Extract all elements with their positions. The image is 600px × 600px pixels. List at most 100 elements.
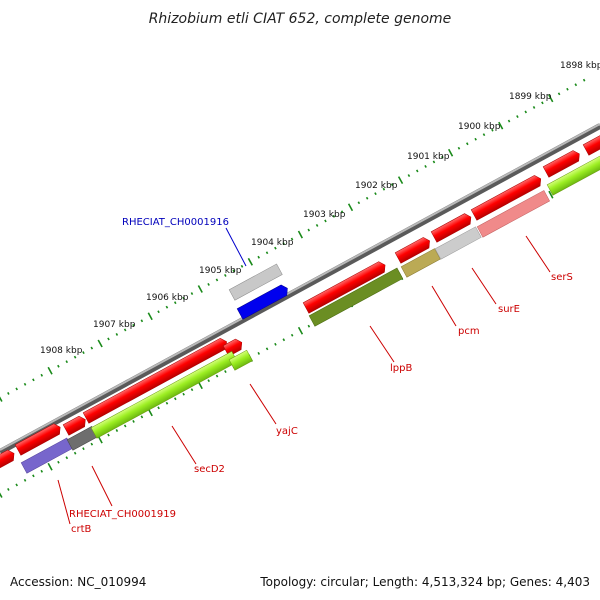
lppb-forward-arrow[interactable] bbox=[302, 260, 388, 314]
ruler-tick bbox=[224, 370, 227, 373]
label-rheciat-1916[interactable]: RHECIAT_CH0001916 bbox=[122, 217, 229, 228]
pcm-feature[interactable] bbox=[400, 248, 441, 278]
lppb-feature[interactable] bbox=[308, 267, 404, 327]
ruler-tick bbox=[532, 106, 536, 109]
ruler-tick bbox=[65, 456, 69, 460]
label-lppb[interactable]: lppB bbox=[390, 363, 412, 374]
ruler-tick bbox=[107, 433, 110, 437]
ruler-tick bbox=[140, 415, 144, 419]
scale-label: 1898 kbp bbox=[560, 61, 600, 71]
label-rheciat-1919[interactable]: RHECIAT_CH0001919 bbox=[69, 509, 176, 520]
ruler-tick bbox=[290, 333, 294, 337]
label-sers[interactable]: serS bbox=[551, 272, 573, 283]
ruler-tick bbox=[115, 333, 119, 336]
ruler-tick bbox=[482, 133, 486, 137]
map-title: Rhizobium etli CIAT 652, complete genome bbox=[149, 11, 452, 27]
ruler-tick bbox=[247, 257, 253, 266]
ruler-tick bbox=[282, 242, 286, 246]
ruler-tick bbox=[107, 337, 110, 341]
sure-feature[interactable] bbox=[434, 226, 482, 260]
label-pcm[interactable]: pcm bbox=[458, 326, 480, 337]
yajc-feature[interactable] bbox=[228, 349, 253, 371]
ruler-tick bbox=[215, 278, 219, 282]
ruler-tick bbox=[315, 224, 319, 227]
ruler-tick bbox=[23, 478, 27, 482]
scale-label: 1900 kbp bbox=[458, 122, 501, 132]
sers-feature[interactable] bbox=[476, 190, 550, 238]
ruler-tick bbox=[397, 176, 404, 184]
ruler-tick bbox=[65, 360, 69, 364]
secd2-arrow[interactable] bbox=[82, 336, 229, 424]
ruler-tick bbox=[207, 283, 210, 286]
ruler-tick bbox=[90, 442, 94, 446]
ruler-tick bbox=[365, 196, 369, 200]
label-leaders bbox=[57, 227, 551, 525]
ruler-tick bbox=[7, 488, 10, 491]
label-secd2[interactable]: secD2 bbox=[194, 464, 225, 475]
gene-arrow[interactable] bbox=[542, 149, 582, 178]
forward-features bbox=[0, 131, 600, 472]
gene-arrow[interactable] bbox=[62, 414, 88, 436]
scale-label: 1906 kbp bbox=[146, 293, 189, 303]
ruler-tick bbox=[447, 148, 454, 157]
ruler-tick bbox=[274, 246, 277, 250]
ruler-tick bbox=[582, 78, 586, 82]
ruler-tick bbox=[40, 469, 44, 473]
ruler-tick bbox=[15, 483, 18, 487]
label-sure[interactable]: surE bbox=[498, 304, 520, 315]
gene-arrow[interactable] bbox=[582, 131, 600, 156]
ruler-tick bbox=[548, 94, 554, 103]
ruler-tick bbox=[165, 401, 169, 405]
ruler-tick bbox=[57, 460, 60, 464]
genome-summary-text: Topology: circular; Length: 4,513,324 bp… bbox=[259, 575, 590, 589]
ruler-tick bbox=[215, 374, 219, 378]
ruler-tick bbox=[90, 346, 94, 350]
ruler-tick bbox=[382, 187, 386, 191]
ruler-tick bbox=[457, 146, 461, 150]
ruler-tick bbox=[23, 382, 27, 386]
ruler-tick bbox=[265, 347, 269, 351]
gene-labels: RHECIAT_CH0001916 yajC secD2 RHECIAT_CH0… bbox=[69, 217, 573, 535]
ruler-tick bbox=[224, 274, 227, 277]
ruler-tick bbox=[290, 237, 294, 241]
rheciat-1916-arrow[interactable] bbox=[236, 283, 290, 320]
ruler-tick bbox=[123, 328, 127, 332]
ruler-tick bbox=[548, 190, 554, 199]
gene-arrow[interactable] bbox=[430, 212, 474, 243]
ruler-tick bbox=[57, 364, 60, 368]
label-crtb[interactable]: crtB bbox=[71, 524, 92, 535]
ruler-tick bbox=[297, 326, 304, 335]
rheciat-1916-gray-feature[interactable] bbox=[228, 263, 283, 301]
ruler-tick bbox=[240, 264, 244, 268]
scale-label: 1905 kbp bbox=[199, 266, 242, 276]
label-yajc[interactable]: yajC bbox=[276, 426, 298, 437]
ruler-tick bbox=[347, 203, 354, 212]
ruler-tick bbox=[197, 285, 203, 293]
ruler-tick bbox=[332, 214, 336, 218]
ruler-tick bbox=[257, 255, 260, 259]
ruler-tick bbox=[557, 92, 561, 96]
ruler-tick bbox=[73, 451, 77, 455]
ruler-tick bbox=[82, 351, 85, 355]
ruler-tick bbox=[566, 87, 569, 91]
gene-arrow[interactable] bbox=[470, 173, 544, 221]
ruler-tick bbox=[374, 192, 377, 196]
ruler-tick bbox=[474, 137, 477, 141]
ruler-tick bbox=[257, 351, 261, 355]
gene-feature[interactable] bbox=[546, 150, 600, 196]
ruler-tick bbox=[507, 119, 511, 123]
gene-arrow[interactable] bbox=[14, 422, 63, 456]
ruler-tick bbox=[516, 115, 519, 118]
ruler-tick bbox=[441, 155, 444, 159]
gene-arrow[interactable] bbox=[0, 448, 17, 472]
ruler-tick bbox=[174, 397, 177, 401]
ruler-tick bbox=[157, 310, 160, 314]
ruler-tick bbox=[0, 492, 3, 498]
ruler-tick bbox=[307, 228, 311, 232]
gene-arrow[interactable] bbox=[394, 236, 432, 264]
ruler-tick bbox=[232, 269, 235, 273]
ruler-tick bbox=[97, 339, 103, 348]
genome-backbone bbox=[0, 123, 600, 455]
ruler-tick bbox=[32, 474, 35, 478]
